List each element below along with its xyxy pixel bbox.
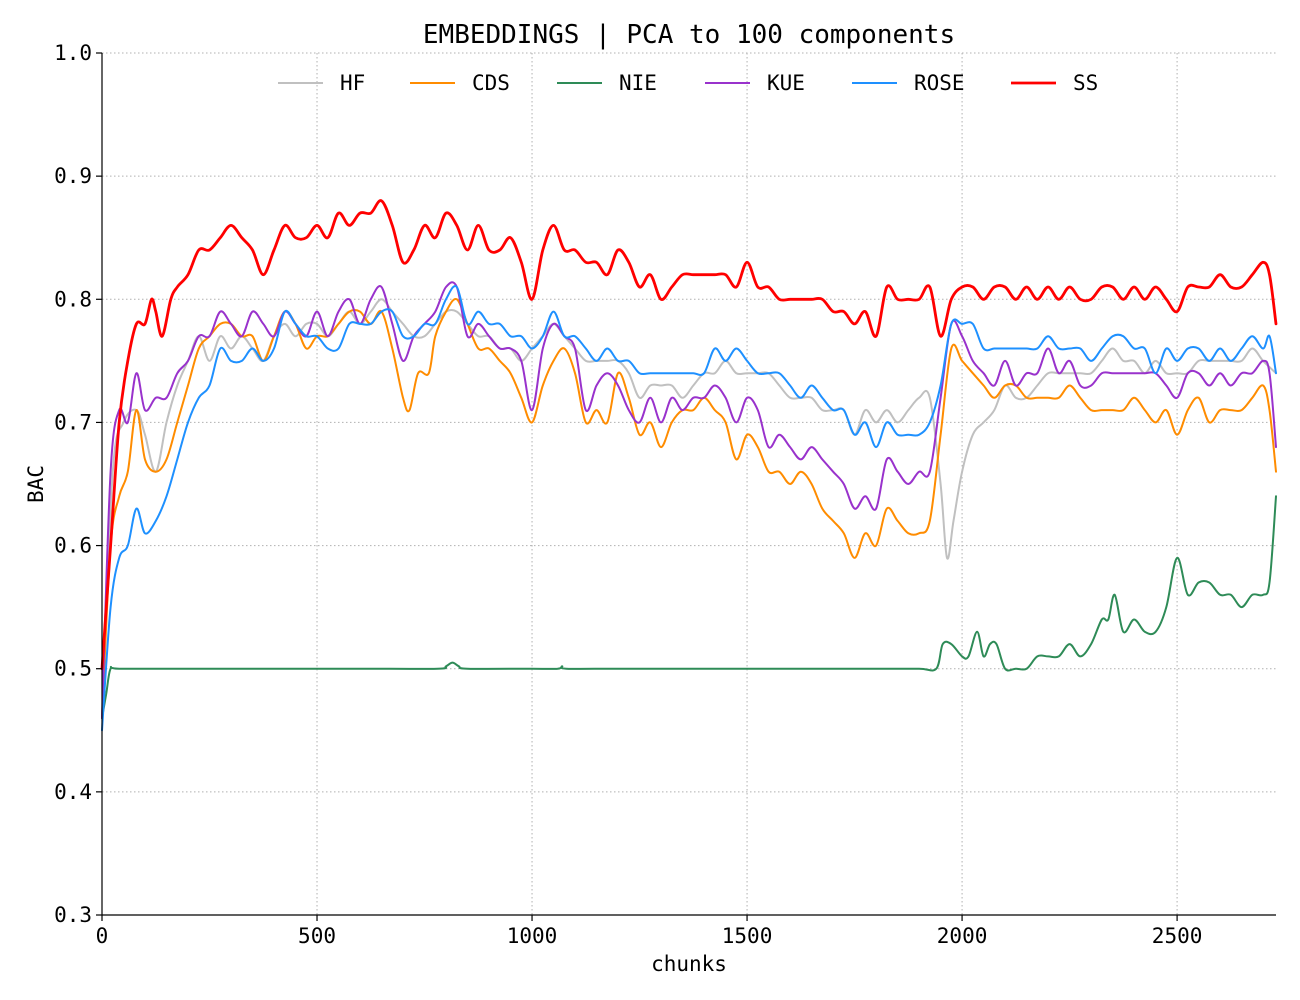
y-tick-label: 0.5 xyxy=(54,657,92,681)
y-tick-label: 0.3 xyxy=(54,903,92,927)
y-tick-label: 0.7 xyxy=(54,410,92,434)
y-tick-label: 0.8 xyxy=(54,287,92,311)
series-line-ss xyxy=(100,199,1278,671)
y-axis-ticks: 0.3 0.4 0.5 0.6 0.7 0.8 0.9 1.0 xyxy=(54,41,102,927)
legend-item-kue: KUE xyxy=(705,71,805,95)
series-line-rose xyxy=(101,285,1277,732)
legend-item-ss: SS xyxy=(1011,71,1098,95)
legend-item-cds: CDS xyxy=(410,71,510,95)
x-tick-label: 1000 xyxy=(507,924,558,948)
legend-label: NIE xyxy=(619,71,657,95)
x-axis-ticks: 0 500 1000 1500 2000 2500 xyxy=(96,915,1203,948)
legend-item-rose: ROSE xyxy=(852,71,965,95)
y-tick-label: 0.9 xyxy=(54,164,92,188)
legend-label: ROSE xyxy=(914,71,965,95)
y-tick-label: 1.0 xyxy=(54,41,92,65)
x-tick-label: 2000 xyxy=(937,924,988,948)
chart-title: EMBEDDINGS | PCA to 100 components xyxy=(423,20,955,50)
legend-item-hf: HF xyxy=(278,71,365,95)
series-line-nie xyxy=(101,495,1277,719)
series-lines xyxy=(100,199,1278,732)
x-tick-label: 500 xyxy=(298,924,336,948)
y-tick-label: 0.6 xyxy=(54,534,92,558)
y-axis-label: BAC xyxy=(24,465,48,503)
legend-label: HF xyxy=(340,71,365,95)
legend-label: SS xyxy=(1073,71,1098,95)
x-tick-label: 0 xyxy=(96,924,109,948)
legend-item-nie: NIE xyxy=(557,71,657,95)
legend: HF CDS NIE KUE ROSE SS xyxy=(278,71,1098,95)
y-tick-label: 0.4 xyxy=(54,780,92,804)
x-axis-label: chunks xyxy=(651,952,727,976)
x-tick-label: 2500 xyxy=(1152,924,1203,948)
axes xyxy=(101,53,1276,916)
legend-label: CDS xyxy=(472,71,510,95)
x-tick-label: 1500 xyxy=(722,924,773,948)
legend-label: KUE xyxy=(767,71,805,95)
